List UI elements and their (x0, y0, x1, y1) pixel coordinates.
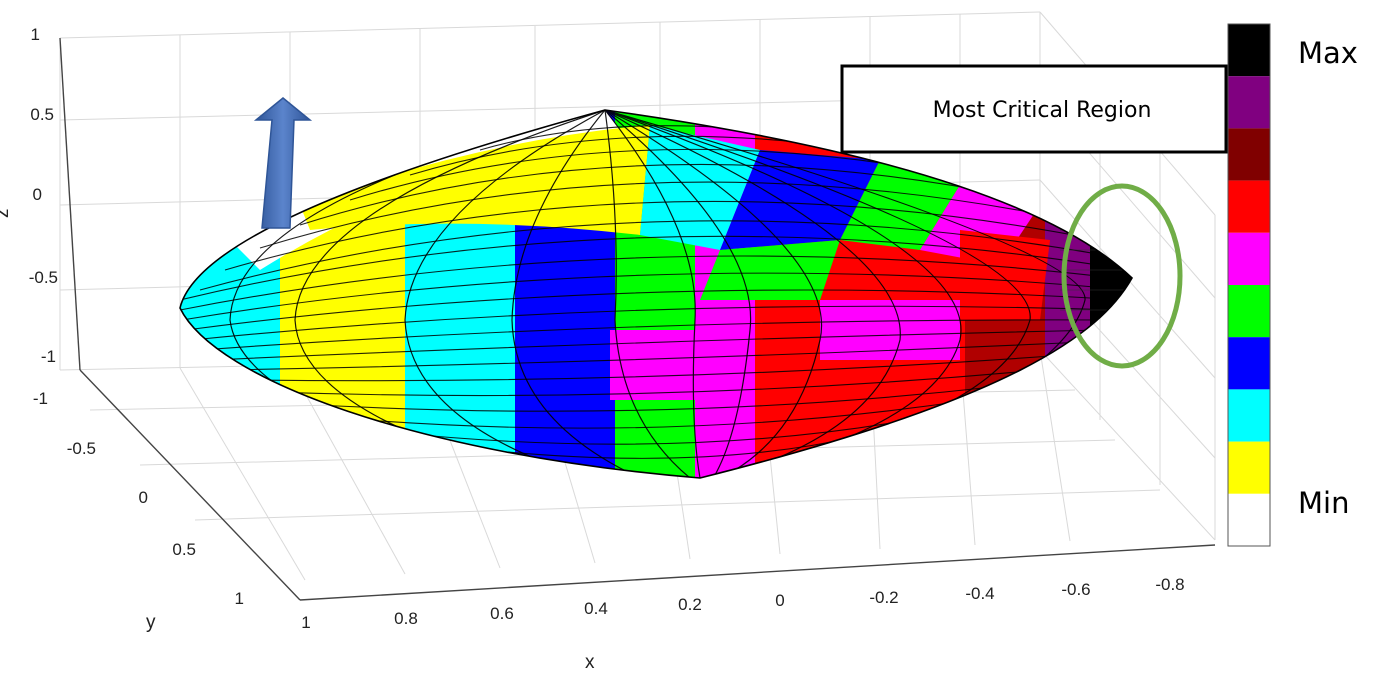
x-axis-ticks: 1 0.8 0.6 0.4 0.2 0 -0.2 -0.4 -0.6 -0.8 … (301, 575, 1184, 673)
y-tick-label: 1 (235, 589, 244, 608)
colorbar-segment (1228, 389, 1270, 442)
y-tick-label: -0.5 (67, 439, 96, 458)
y-tick-label: -1 (33, 389, 48, 408)
colorbar-segment (1228, 180, 1270, 233)
colorbar-min-label: Min (1298, 486, 1349, 520)
y-axis-ticks: -1 -0.5 0 0.5 1 y (33, 389, 244, 633)
x-tick-label: 0.4 (584, 599, 608, 618)
x-tick-label: 0 (775, 591, 784, 610)
surface-patch-magenta-lower (610, 330, 700, 400)
z-axis-ticks: 1 0.5 0 -0.5 -1 z (0, 25, 58, 366)
axes-lines (59, 37, 1216, 601)
y-tick-label: 0.5 (172, 540, 196, 559)
x-tick-label: 0.6 (490, 604, 514, 623)
colorbar-segment (1228, 337, 1270, 390)
x-tick-label: 0.2 (678, 595, 702, 614)
z-tick-label: 1 (31, 25, 40, 44)
colorbar-max-label: Max (1298, 36, 1358, 70)
z-tick-label: 0.5 (30, 105, 54, 124)
z-axis-label: z (0, 209, 13, 219)
colorbar-segment (1228, 232, 1270, 285)
surface-band-cyan (180, 110, 280, 478)
critical-region-ellipse (1061, 183, 1183, 369)
x-tick-label: 1 (301, 613, 310, 632)
colorbar-segment (1228, 285, 1270, 338)
x-axis-label: x (585, 652, 595, 673)
colorbar-segment (1228, 76, 1270, 129)
colorbar-segment (1228, 128, 1270, 181)
x-tick-label: -0.4 (965, 584, 994, 603)
x-tick-label: -0.6 (1061, 580, 1090, 599)
colorbar-segment (1228, 441, 1270, 494)
colorbar-frame (1227, 23, 1271, 547)
x-tick-label: -0.8 (1155, 575, 1184, 594)
ellipsoid-outline (179, 109, 1134, 479)
colorbar-segment (1228, 493, 1270, 546)
up-arrow-icon (253, 97, 313, 229)
y-axis-label: y (146, 612, 156, 633)
z-tick-label: -1 (41, 347, 56, 366)
ellipsoid-surface (179, 109, 1134, 479)
surface-patch-magenta-right (820, 300, 960, 360)
surface-cap-green-lower (700, 240, 840, 300)
surface-patch-red-right (960, 230, 1050, 320)
x-tick-label: 0.8 (394, 609, 418, 628)
critical-region-callout: Most Critical Region (840, 64, 1228, 154)
surface-cap-blue (720, 150, 880, 250)
z-tick-label: 0 (33, 185, 42, 204)
x-tick-label: -0.2 (869, 588, 898, 607)
surface-cap-yellow (300, 125, 650, 235)
surface-cap-cyan (640, 125, 760, 250)
colorbar (1227, 23, 1271, 547)
callout-text: Most Critical Region (933, 98, 1152, 123)
y-tick-label: 0 (139, 488, 148, 507)
z-tick-label: -0.5 (29, 268, 58, 287)
colorbar-segment (1228, 24, 1270, 77)
